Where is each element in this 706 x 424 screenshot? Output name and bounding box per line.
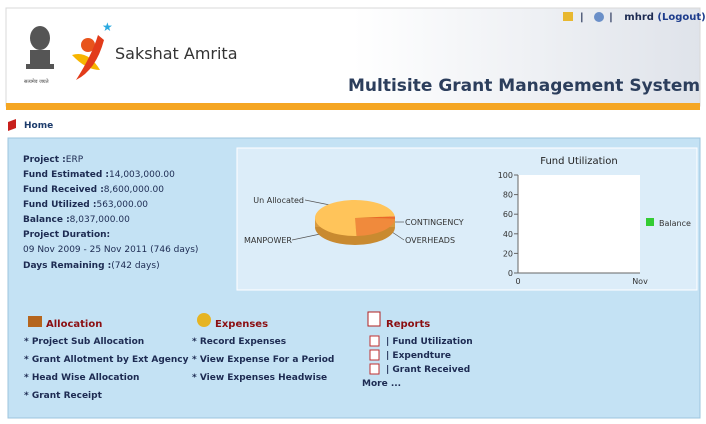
home-icon	[8, 119, 16, 131]
project-label: Project Duration:	[23, 230, 111, 240]
user-bar: | | mhrd (Logout)	[580, 12, 706, 23]
project-label: Days Remaining :	[23, 261, 112, 271]
emblem	[26, 26, 54, 69]
y-tick-label: 0	[508, 269, 513, 278]
project-value: 8,037,000.00	[69, 215, 130, 225]
pie-label: CONTINGENCY	[405, 218, 464, 227]
menu-link[interactable]: * Project Sub Allocation	[24, 337, 145, 347]
logo: ★	[72, 20, 113, 80]
pie-slice	[355, 218, 395, 236]
menu-link[interactable]: * Record Expenses	[192, 337, 287, 347]
project-label: Fund Received :	[23, 185, 104, 195]
plot-area	[518, 175, 640, 273]
header-bar	[6, 103, 700, 110]
project-row: Project Duration:	[23, 230, 110, 240]
y-tick-label: 80	[503, 191, 513, 200]
menu-link[interactable]: * Grant Receipt	[24, 391, 102, 401]
reports-icon	[367, 311, 381, 327]
y-tick-label: 60	[503, 210, 513, 219]
app-title: Multisite Grant Management System	[348, 76, 701, 96]
project-value: 8,600,000.00	[103, 185, 164, 195]
project-value: 563,000.00	[96, 200, 149, 210]
section-title: Allocation	[46, 319, 103, 330]
y-tick-label: 100	[498, 171, 513, 180]
pie-slice	[315, 200, 395, 236]
y-tick-label: 20	[503, 249, 513, 258]
project-row: Fund Utilized :563,000.00	[23, 200, 148, 210]
project-value: (742 days)	[111, 261, 160, 271]
emblem-text: सत्यमेव जयते	[24, 79, 49, 85]
menu-link[interactable]: * View Expense For a Period	[192, 355, 335, 365]
project-row: Days Remaining :(742 days)	[23, 261, 160, 271]
svg-text:★: ★	[102, 20, 113, 34]
project-value: ERP	[65, 155, 84, 165]
sep: |	[580, 12, 584, 23]
project-row: Fund Estimated :14,003,000.00	[23, 170, 175, 180]
project-row: 09 Nov 2009 - 25 Nov 2011 (746 days)	[23, 245, 198, 255]
project-value: 14,003,000.00	[109, 170, 175, 180]
legend-label: Balance	[659, 219, 691, 228]
more-link[interactable]: More ...	[362, 379, 402, 389]
x-tick-label: 0	[515, 277, 520, 286]
home-link[interactable]: Home	[24, 121, 54, 131]
menu-link[interactable]: * Head Wise Allocation	[24, 373, 140, 383]
pie-label: MANPOWER	[244, 236, 292, 245]
pie-label: Un Allocated	[253, 196, 304, 205]
legend-swatch	[646, 218, 654, 226]
help-icon	[594, 12, 604, 22]
pie-slice	[355, 216, 395, 218]
allocation-icon	[28, 316, 42, 327]
menu-link[interactable]: * Grant Allotment by Ext Agency	[24, 355, 189, 365]
project-label: Fund Estimated :	[23, 170, 110, 180]
menu-link[interactable]: | Fund Utilization	[386, 337, 473, 347]
project-row: Fund Received :8,600,000.00	[23, 185, 164, 195]
menu-link[interactable]: * View Expenses Headwise	[192, 373, 328, 383]
menu-link[interactable]: | Grant Received	[386, 365, 471, 375]
project-row: Project :ERP	[23, 155, 83, 165]
section-title: Reports	[386, 319, 431, 330]
project-row: Balance :8,037,000.00	[23, 215, 130, 225]
x-tick-label: Nov	[632, 277, 648, 286]
project-label: Project :	[23, 155, 66, 165]
section-title: Expenses	[215, 319, 269, 330]
header-bg	[5, 7, 701, 107]
project-value: 09 Nov 2009 - 25 Nov 2011 (746 days)	[23, 245, 199, 255]
logout-link[interactable]: (Logout)	[657, 12, 706, 23]
y-tick-label: 40	[503, 230, 513, 239]
user: mhrd	[624, 12, 654, 23]
project-label: Fund Utilized :	[23, 200, 97, 210]
pie-slice	[355, 217, 396, 219]
expenses-icon	[197, 313, 211, 327]
pdf-icons	[369, 335, 380, 375]
brand: Sakshat Amrita	[115, 44, 238, 63]
menu-link[interactable]: | Expendture	[386, 351, 452, 361]
key-icon	[563, 12, 573, 21]
chart-title: Fund Utilization	[540, 156, 618, 167]
sep: |	[609, 12, 613, 23]
project-label: Balance :	[23, 215, 70, 225]
pie-label: OVERHEADS	[405, 236, 455, 245]
